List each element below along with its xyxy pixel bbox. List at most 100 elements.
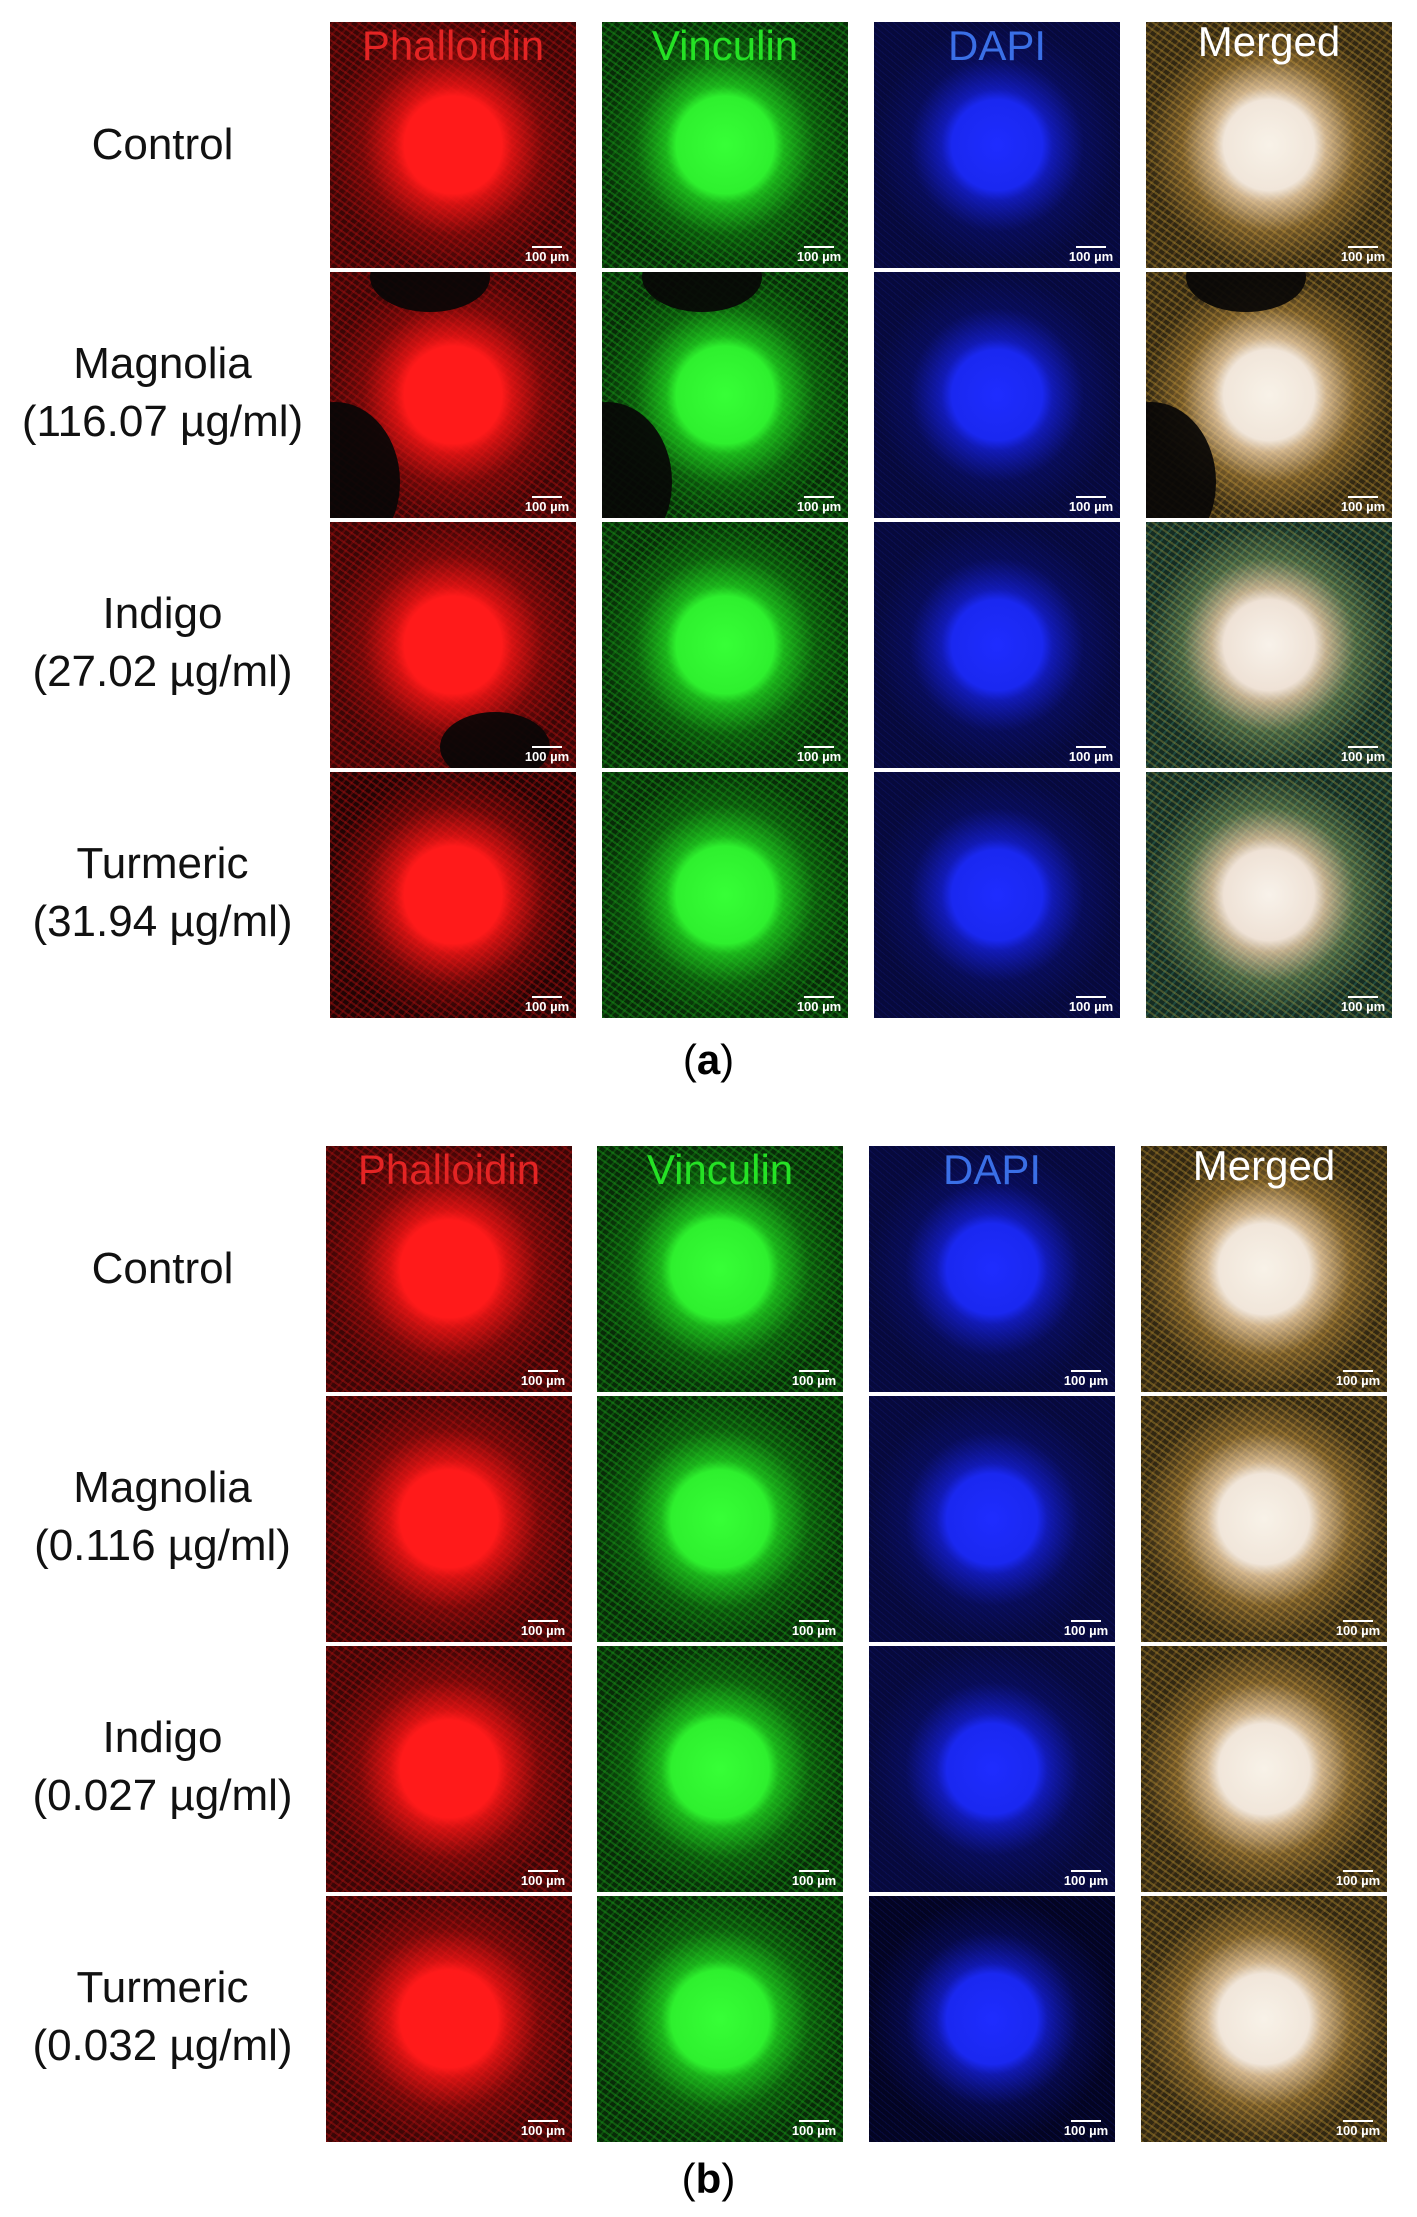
micrograph-vinculin-control: 100 µm — [597, 1146, 843, 1392]
row-label-magnolia: Magnolia (116.07 µg/ml) — [0, 335, 325, 451]
micrograph-phalloidin-control: 100 µm — [330, 22, 576, 268]
column-header-dapi: DAPI — [947, 22, 1047, 69]
scale-bar: 100 µm — [1068, 246, 1114, 264]
scale-bar: 100 µm — [1335, 1620, 1381, 1638]
scale-bar: 100 µm — [1340, 496, 1386, 514]
scale-bar: 100 µm — [520, 1370, 566, 1388]
column-header-merged: Merged — [1192, 1142, 1336, 1189]
micrograph-phalloidin-turmeric: 100 µm — [330, 772, 576, 1018]
row-name: Indigo — [102, 1713, 223, 1762]
panel-b: Phalloidin Vinculin DAPI Merged Control … — [0, 1124, 1417, 2217]
micrograph-merged-turmeric: 100 µm — [1141, 1896, 1387, 2142]
scale-bar: 100 µm — [524, 246, 570, 264]
scale-bar: 100 µm — [1340, 996, 1386, 1014]
micrograph-vinculin-indigo: 100 µm — [602, 522, 848, 768]
scale-bar: 100 µm — [1335, 1870, 1381, 1888]
row-concentration: (27.02 µg/ml) — [32, 647, 293, 696]
scale-bar: 100 µm — [524, 746, 570, 764]
scale-bar: 100 µm — [520, 1620, 566, 1638]
micrograph-vinculin-magnolia: 100 µm — [602, 272, 848, 518]
row-name: Control — [91, 1244, 234, 1293]
scale-bar: 100 µm — [1068, 996, 1114, 1014]
micrograph-merged-indigo: 100 µm — [1146, 522, 1392, 768]
micrograph-merged-magnolia: 100 µm — [1146, 272, 1392, 518]
micrograph-dapi-indigo: 100 µm — [874, 522, 1120, 768]
row-label-control: Control — [0, 116, 325, 174]
scale-bar: 100 µm — [796, 746, 842, 764]
row-concentration: (116.07 µg/ml) — [21, 397, 304, 446]
micrograph-vinculin-turmeric: 100 µm — [597, 1896, 843, 2142]
scale-bar: 100 µm — [1068, 746, 1114, 764]
micrograph-vinculin-indigo: 100 µm — [597, 1646, 843, 1892]
row-concentration: (0.116 µg/ml) — [34, 1521, 291, 1570]
micrograph-dapi-indigo: 100 µm — [869, 1646, 1115, 1892]
micrograph-dapi-magnolia: 100 µm — [874, 272, 1120, 518]
scale-bar: 100 µm — [520, 2120, 566, 2138]
micrograph-dapi-turmeric: 100 µm — [874, 772, 1120, 1018]
scale-bar: 100 µm — [1335, 1370, 1381, 1388]
row-label-turmeric: Turmeric (31.94 µg/ml) — [0, 835, 325, 951]
column-header-merged: Merged — [1197, 18, 1341, 65]
micrograph-vinculin-magnolia: 100 µm — [597, 1396, 843, 1642]
scale-bar: 100 µm — [1063, 1620, 1109, 1638]
micrograph-vinculin-turmeric: 100 µm — [602, 772, 848, 1018]
row-name: Magnolia — [73, 1463, 252, 1512]
row-label-control: Control — [0, 1240, 325, 1298]
micrograph-dapi-control: 100 µm — [874, 22, 1120, 268]
column-header-phalloidin: Phalloidin — [357, 1146, 541, 1193]
panel-caption-b: (b) — [681, 2155, 736, 2202]
column-header-phalloidin: Phalloidin — [361, 22, 545, 69]
row-concentration: (31.94 µg/ml) — [32, 897, 293, 946]
micrograph-phalloidin-indigo: 100 µm — [330, 522, 576, 768]
micrograph-merged-control: 100 µm — [1146, 22, 1392, 268]
panel-a: Phalloidin Vinculin DAPI Merged Control … — [0, 0, 1417, 1100]
scale-bar: 100 µm — [520, 1870, 566, 1888]
row-label-magnolia: Magnolia (0.116 µg/ml) — [0, 1459, 325, 1575]
scale-bar: 100 µm — [524, 496, 570, 514]
micrograph-merged-control: 100 µm — [1141, 1146, 1387, 1392]
panel-caption-a: (a) — [682, 1036, 735, 1083]
column-header-vinculin: Vinculin — [646, 1146, 794, 1193]
micrograph-dapi-control: 100 µm — [869, 1146, 1115, 1392]
micrograph-merged-indigo: 100 µm — [1141, 1646, 1387, 1892]
row-label-turmeric: Turmeric (0.032 µg/ml) — [0, 1959, 325, 2075]
panel-letter: a — [696, 1036, 721, 1083]
micrograph-dapi-turmeric: 100 µm — [869, 1896, 1115, 2142]
micrograph-phalloidin-control: 100 µm — [326, 1146, 572, 1392]
scale-bar: 100 µm — [796, 246, 842, 264]
scale-bar: 100 µm — [796, 996, 842, 1014]
micrograph-phalloidin-magnolia: 100 µm — [326, 1396, 572, 1642]
scale-bar: 100 µm — [1068, 496, 1114, 514]
scale-bar: 100 µm — [796, 496, 842, 514]
row-name: Control — [91, 120, 234, 169]
scale-bar: 100 µm — [524, 996, 570, 1014]
scale-bar: 100 µm — [791, 1620, 837, 1638]
column-header-vinculin: Vinculin — [651, 22, 799, 69]
panel-letter: b — [695, 2155, 722, 2202]
row-concentration: (0.027 µg/ml) — [32, 1771, 293, 1820]
scale-bar: 100 µm — [1335, 2120, 1381, 2138]
scale-bar: 100 µm — [1063, 1370, 1109, 1388]
row-name: Magnolia — [73, 339, 252, 388]
micrograph-phalloidin-magnolia: 100 µm — [330, 272, 576, 518]
scale-bar: 100 µm — [791, 1370, 837, 1388]
micrograph-merged-magnolia: 100 µm — [1141, 1396, 1387, 1642]
row-concentration: (0.032 µg/ml) — [32, 2021, 293, 2070]
micrograph-vinculin-control: 100 µm — [602, 22, 848, 268]
row-label-indigo: Indigo (27.02 µg/ml) — [0, 585, 325, 701]
micrograph-dapi-magnolia: 100 µm — [869, 1396, 1115, 1642]
row-label-indigo: Indigo (0.027 µg/ml) — [0, 1709, 325, 1825]
column-header-dapi: DAPI — [942, 1146, 1042, 1193]
scale-bar: 100 µm — [791, 2120, 837, 2138]
scale-bar: 100 µm — [1340, 246, 1386, 264]
row-name: Turmeric — [76, 839, 249, 888]
scale-bar: 100 µm — [1340, 746, 1386, 764]
scale-bar: 100 µm — [1063, 2120, 1109, 2138]
scale-bar: 100 µm — [791, 1870, 837, 1888]
row-name: Turmeric — [76, 1963, 249, 2012]
micrograph-phalloidin-turmeric: 100 µm — [326, 1896, 572, 2142]
row-name: Indigo — [102, 589, 223, 638]
micrograph-merged-turmeric: 100 µm — [1146, 772, 1392, 1018]
micrograph-phalloidin-indigo: 100 µm — [326, 1646, 572, 1892]
scale-bar: 100 µm — [1063, 1870, 1109, 1888]
